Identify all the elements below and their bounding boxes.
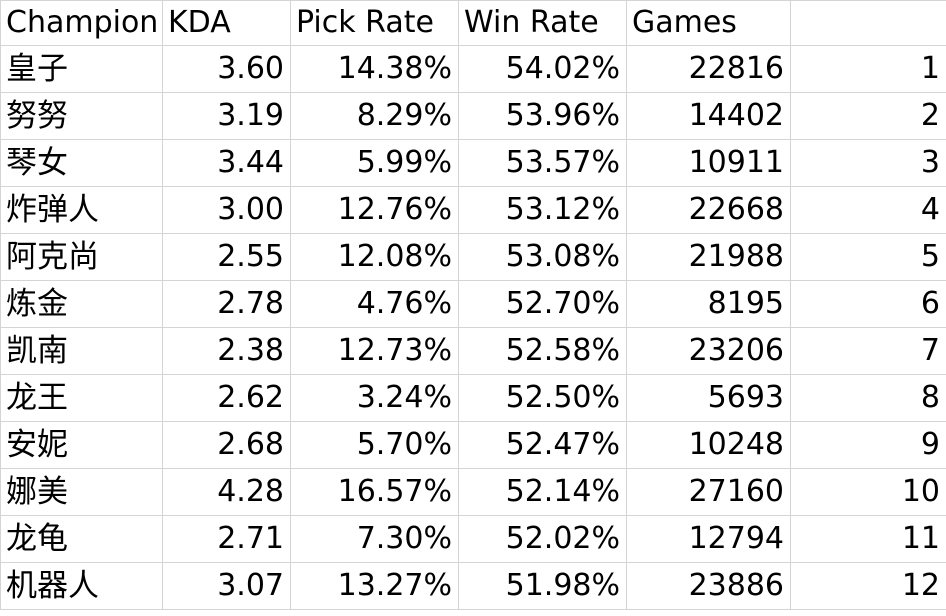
cell-pick-rate[interactable]: 3.24% (290, 374, 459, 422)
table-row: 努努 3.19 8.29% 53.96% 14402 2 (0, 92, 946, 140)
cell-kda[interactable]: 3.07 (162, 562, 291, 610)
cell-win-rate[interactable]: 53.12% (458, 186, 627, 234)
header-pick-rate[interactable]: Pick Rate (290, 0, 459, 46)
table-row: 琴女 3.44 5.99% 53.57% 10911 3 (0, 139, 946, 187)
cell-champion[interactable]: 努努 (0, 92, 163, 140)
cell-champion[interactable]: 皇子 (0, 45, 163, 93)
cell-rank[interactable]: 7 (790, 327, 946, 375)
cell-kda[interactable]: 3.19 (162, 92, 291, 140)
cell-rank[interactable]: 12 (790, 562, 946, 610)
cell-champion[interactable]: 炼金 (0, 280, 163, 328)
cell-pick-rate[interactable]: 13.27% (290, 562, 459, 610)
table-row: 炼金 2.78 4.76% 52.70% 8195 6 (0, 280, 946, 328)
cell-rank[interactable]: 2 (790, 92, 946, 140)
cell-pick-rate[interactable]: 7.30% (290, 515, 459, 563)
cell-rank[interactable]: 4 (790, 186, 946, 234)
cell-win-rate[interactable]: 52.50% (458, 374, 627, 422)
cell-pick-rate[interactable]: 12.08% (290, 233, 459, 281)
cell-rank[interactable]: 6 (790, 280, 946, 328)
header-kda[interactable]: KDA (162, 0, 291, 46)
cell-rank[interactable]: 5 (790, 233, 946, 281)
cell-kda[interactable]: 4.28 (162, 468, 291, 516)
cell-kda[interactable]: 2.62 (162, 374, 291, 422)
cell-kda[interactable]: 3.44 (162, 139, 291, 187)
cell-kda[interactable]: 3.60 (162, 45, 291, 93)
header-row: Champion KDA Pick Rate Win Rate Games (0, 0, 946, 46)
cell-games[interactable]: 5693 (626, 374, 791, 422)
header-games[interactable]: Games (626, 0, 791, 46)
cell-games[interactable]: 12794 (626, 515, 791, 563)
header-champion[interactable]: Champion (0, 0, 163, 46)
cell-games[interactable]: 23206 (626, 327, 791, 375)
cell-pick-rate[interactable]: 4.76% (290, 280, 459, 328)
cell-rank[interactable]: 11 (790, 515, 946, 563)
cell-win-rate[interactable]: 53.96% (458, 92, 627, 140)
table-row: 皇子 3.60 14.38% 54.02% 22816 1 (0, 45, 946, 93)
cell-pick-rate[interactable]: 8.29% (290, 92, 459, 140)
cell-kda[interactable]: 2.78 (162, 280, 291, 328)
cell-champion[interactable]: 娜美 (0, 468, 163, 516)
table-row: 龙龟 2.71 7.30% 52.02% 12794 11 (0, 515, 946, 563)
cell-pick-rate[interactable]: 5.99% (290, 139, 459, 187)
cell-rank[interactable]: 3 (790, 139, 946, 187)
cell-rank[interactable]: 10 (790, 468, 946, 516)
cell-champion[interactable]: 炸弹人 (0, 186, 163, 234)
cell-win-rate[interactable]: 54.02% (458, 45, 627, 93)
cell-rank[interactable]: 1 (790, 45, 946, 93)
header-empty[interactable] (790, 0, 946, 46)
cell-kda[interactable]: 2.71 (162, 515, 291, 563)
cell-games[interactable]: 14402 (626, 92, 791, 140)
cell-kda[interactable]: 2.68 (162, 421, 291, 469)
cell-games[interactable]: 10248 (626, 421, 791, 469)
cell-pick-rate[interactable]: 5.70% (290, 421, 459, 469)
cell-win-rate[interactable]: 53.08% (458, 233, 627, 281)
cell-win-rate[interactable]: 52.70% (458, 280, 627, 328)
cell-champion[interactable]: 安妮 (0, 421, 163, 469)
cell-champion[interactable]: 凯南 (0, 327, 163, 375)
cell-champion[interactable]: 琴女 (0, 139, 163, 187)
table-row: 阿克尚 2.55 12.08% 53.08% 21988 5 (0, 233, 946, 281)
cell-champion[interactable]: 龙王 (0, 374, 163, 422)
cell-games[interactable]: 22816 (626, 45, 791, 93)
table-row: 龙王 2.62 3.24% 52.50% 5693 8 (0, 374, 946, 422)
cell-kda[interactable]: 2.55 (162, 233, 291, 281)
cell-champion[interactable]: 机器人 (0, 562, 163, 610)
cell-games[interactable]: 21988 (626, 233, 791, 281)
cell-win-rate[interactable]: 51.98% (458, 562, 627, 610)
cell-games[interactable]: 22668 (626, 186, 791, 234)
cell-kda[interactable]: 3.00 (162, 186, 291, 234)
cell-pick-rate[interactable]: 12.76% (290, 186, 459, 234)
cell-rank[interactable]: 8 (790, 374, 946, 422)
cell-win-rate[interactable]: 52.14% (458, 468, 627, 516)
header-win-rate[interactable]: Win Rate (458, 0, 627, 46)
table-row: 娜美 4.28 16.57% 52.14% 27160 10 (0, 468, 946, 516)
cell-champion[interactable]: 龙龟 (0, 515, 163, 563)
table-row: 机器人 3.07 13.27% 51.98% 23886 12 (0, 562, 946, 610)
cell-games[interactable]: 8195 (626, 280, 791, 328)
cell-rank[interactable]: 9 (790, 421, 946, 469)
cell-games[interactable]: 10911 (626, 139, 791, 187)
table-row: 凯南 2.38 12.73% 52.58% 23206 7 (0, 327, 946, 375)
cell-win-rate[interactable]: 52.47% (458, 421, 627, 469)
cell-pick-rate[interactable]: 16.57% (290, 468, 459, 516)
cell-pick-rate[interactable]: 14.38% (290, 45, 459, 93)
cell-kda[interactable]: 2.38 (162, 327, 291, 375)
table-row: 炸弹人 3.00 12.76% 53.12% 22668 4 (0, 186, 946, 234)
cell-games[interactable]: 27160 (626, 468, 791, 516)
cell-win-rate[interactable]: 52.58% (458, 327, 627, 375)
cell-games[interactable]: 23886 (626, 562, 791, 610)
cell-win-rate[interactable]: 53.57% (458, 139, 627, 187)
cell-win-rate[interactable]: 52.02% (458, 515, 627, 563)
cell-champion[interactable]: 阿克尚 (0, 233, 163, 281)
cell-pick-rate[interactable]: 12.73% (290, 327, 459, 375)
table-row: 安妮 2.68 5.70% 52.47% 10248 9 (0, 421, 946, 469)
